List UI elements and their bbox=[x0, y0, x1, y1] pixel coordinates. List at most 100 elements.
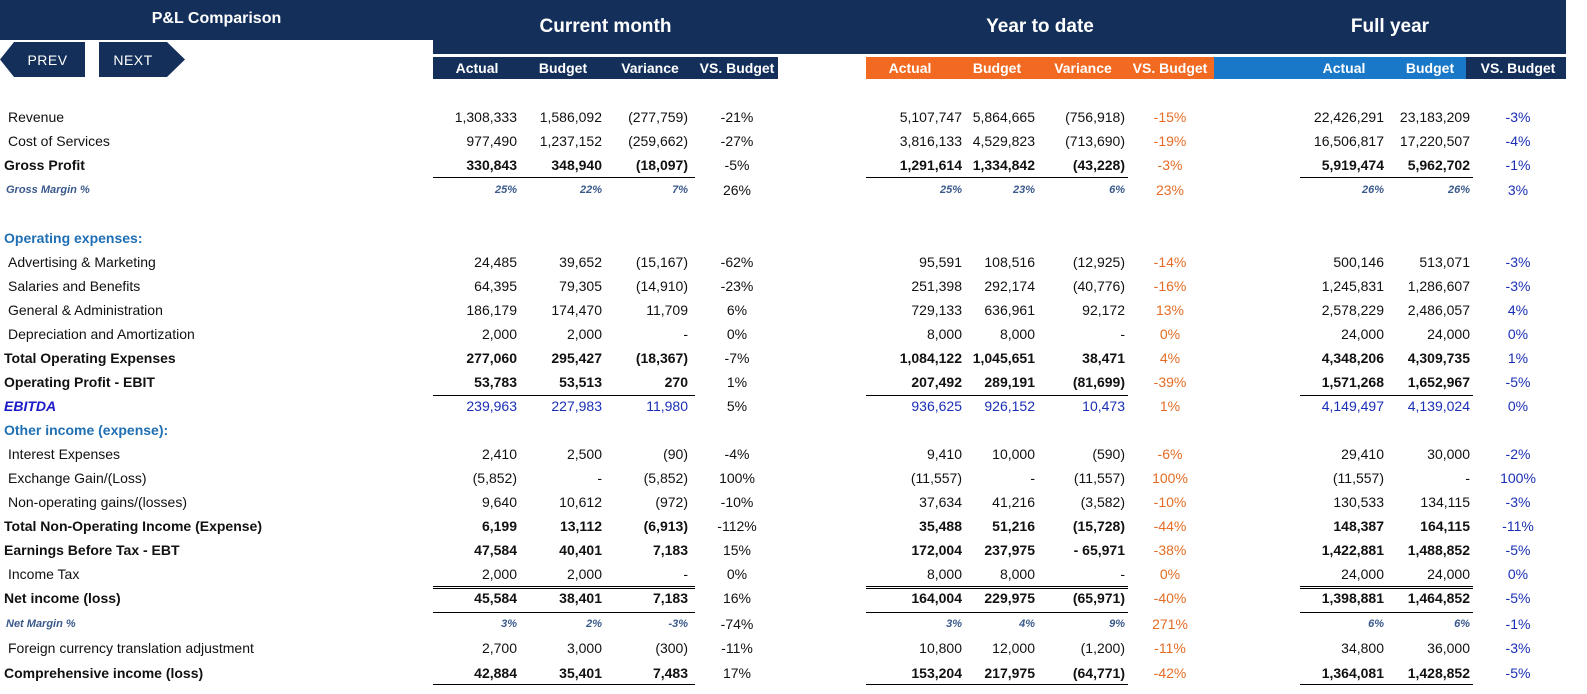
fy-value: 6% bbox=[1454, 618, 1470, 630]
fy-value: 1,571,268 bbox=[1321, 374, 1384, 390]
cm-value: 7,483 bbox=[652, 665, 688, 681]
cm-value: 53,783 bbox=[474, 374, 517, 390]
cm-value: - bbox=[683, 326, 688, 342]
subtotal-rule bbox=[433, 684, 695, 685]
ytd-value: (64,771) bbox=[1072, 665, 1125, 681]
fy-vs-budget: 0% bbox=[1507, 326, 1529, 342]
cm-vs-budget: 0% bbox=[726, 566, 748, 582]
subtotal-rule bbox=[866, 177, 1128, 178]
row-label: Total Operating Expenses bbox=[4, 350, 176, 366]
ytd-value: 25% bbox=[939, 184, 962, 196]
ytd-value: 8,000 bbox=[999, 566, 1035, 582]
fy-value: 1,364,081 bbox=[1321, 665, 1384, 681]
cm-vs-budget: -62% bbox=[720, 254, 754, 270]
cm-value: (15,167) bbox=[635, 254, 688, 270]
cm-value: 22% bbox=[579, 184, 602, 196]
cm-value: 3% bbox=[501, 618, 517, 630]
row-label: Exchange Gain/(Loss) bbox=[8, 470, 147, 486]
fy-vs-budget: 1% bbox=[1507, 350, 1529, 366]
fy-col-header-vs-budget: VS. Budget bbox=[1480, 60, 1556, 76]
ytd-vs-budget: -44% bbox=[1153, 518, 1187, 534]
ytd-value: 1,084,122 bbox=[899, 350, 962, 366]
ytd-value: 926,152 bbox=[984, 398, 1035, 414]
cm-value: 38,401 bbox=[559, 590, 602, 606]
ytd-value: 5,107,747 bbox=[899, 109, 962, 125]
fy-value: 1,245,831 bbox=[1321, 278, 1384, 294]
ytd-vs-budget: -14% bbox=[1153, 254, 1187, 270]
ytd-value: (65,971) bbox=[1072, 590, 1125, 606]
fy-value: 2,578,229 bbox=[1321, 302, 1384, 318]
row-label: Earnings Before Tax - EBT bbox=[4, 542, 180, 558]
ytd-value: (11,557) bbox=[910, 470, 962, 486]
ytd-value: 3,816,133 bbox=[899, 133, 962, 149]
cm-value: 6,199 bbox=[481, 518, 517, 534]
fy-value: - bbox=[1465, 470, 1470, 486]
cm-value: (18,097) bbox=[635, 157, 688, 173]
ytd-value: 10,800 bbox=[919, 640, 962, 656]
fy-value: 4,149,497 bbox=[1321, 398, 1384, 414]
fy-value: 2,486,057 bbox=[1407, 302, 1470, 318]
fy-value: 30,000 bbox=[1427, 446, 1470, 462]
ytd-value: 237,975 bbox=[984, 542, 1035, 558]
prev-button[interactable]: PREV bbox=[0, 42, 85, 77]
ytd-value: 108,516 bbox=[984, 254, 1035, 270]
fy-value: 1,422,881 bbox=[1321, 542, 1384, 558]
cm-value: -3% bbox=[668, 618, 688, 630]
row-label: Other income (expense): bbox=[4, 422, 169, 438]
header-band-spacer-1 bbox=[778, 0, 866, 54]
ytd-value: (81,699) bbox=[1072, 374, 1125, 390]
ytd-value: 1,334,842 bbox=[972, 157, 1035, 173]
cm-value: 270 bbox=[664, 374, 688, 390]
cm-value: 977,490 bbox=[466, 133, 517, 149]
cm-value: 2,410 bbox=[481, 446, 517, 462]
cm-value: 2,000 bbox=[566, 566, 602, 582]
fy-value: 24,000 bbox=[1341, 326, 1384, 342]
cm-value: 79,305 bbox=[559, 278, 602, 294]
ytd-value: (3,582) bbox=[1080, 494, 1125, 510]
row-label: Cost of Services bbox=[8, 133, 110, 149]
cm-value: (972) bbox=[655, 494, 688, 510]
fy-value: 513,071 bbox=[1419, 254, 1470, 270]
fy-value: 130,533 bbox=[1333, 494, 1384, 510]
cm-value: 40,401 bbox=[559, 542, 602, 558]
cm-vs-budget: -11% bbox=[721, 640, 753, 656]
cm-value: 53,513 bbox=[559, 374, 602, 390]
fy-value: 22,426,291 bbox=[1313, 109, 1384, 125]
ytd-value: 37,634 bbox=[919, 494, 962, 510]
ytd-value: 4% bbox=[1019, 618, 1035, 630]
ytd-value: 9% bbox=[1109, 618, 1125, 630]
fy-vs-budget: -11% bbox=[1502, 518, 1534, 534]
cm-value: 2% bbox=[586, 618, 602, 630]
ytd-value: 23% bbox=[1012, 184, 1035, 196]
fy-value: 1,488,852 bbox=[1407, 542, 1470, 558]
fy-vs-budget: -3% bbox=[1505, 640, 1531, 656]
ytd-value: 51,216 bbox=[992, 518, 1035, 534]
ytd-col-header-vs-budget: VS. Budget bbox=[1132, 60, 1208, 76]
ytd-vs-budget: -10% bbox=[1153, 494, 1187, 510]
ytd-vs-budget: -40% bbox=[1153, 590, 1187, 606]
cm-col-header-variance: Variance bbox=[621, 60, 679, 76]
fy-value: 26% bbox=[1447, 184, 1470, 196]
cm-value: 3,000 bbox=[566, 640, 602, 656]
ytd-value: 38,471 bbox=[1082, 350, 1125, 366]
subtotal-rule bbox=[866, 588, 1128, 589]
row-label: Gross Margin % bbox=[6, 184, 90, 196]
cm-value: (6,913) bbox=[643, 518, 688, 534]
fy-value: 500,146 bbox=[1333, 254, 1384, 270]
cm-value: (300) bbox=[655, 640, 688, 656]
row-label: Salaries and Benefits bbox=[8, 278, 141, 294]
cm-value: (90) bbox=[663, 446, 688, 462]
cm-value: (5,852) bbox=[472, 470, 517, 486]
cm-value: 2,000 bbox=[481, 566, 517, 582]
cm-value: 239,963 bbox=[466, 398, 517, 414]
cm-vs-budget: -4% bbox=[724, 446, 750, 462]
row-label: Advertising & Marketing bbox=[8, 254, 156, 270]
ytd-value: - bbox=[1120, 326, 1125, 342]
fy-value: 5,919,474 bbox=[1321, 157, 1384, 173]
fy-vs-budget-header-strip bbox=[1466, 57, 1566, 79]
fy-vs-budget: -5% bbox=[1505, 542, 1531, 558]
next-button[interactable]: NEXT bbox=[99, 42, 185, 77]
cm-value: 9,640 bbox=[481, 494, 517, 510]
ytd-vs-budget: -38% bbox=[1153, 542, 1187, 558]
fy-vs-budget: -3% bbox=[1505, 278, 1531, 294]
